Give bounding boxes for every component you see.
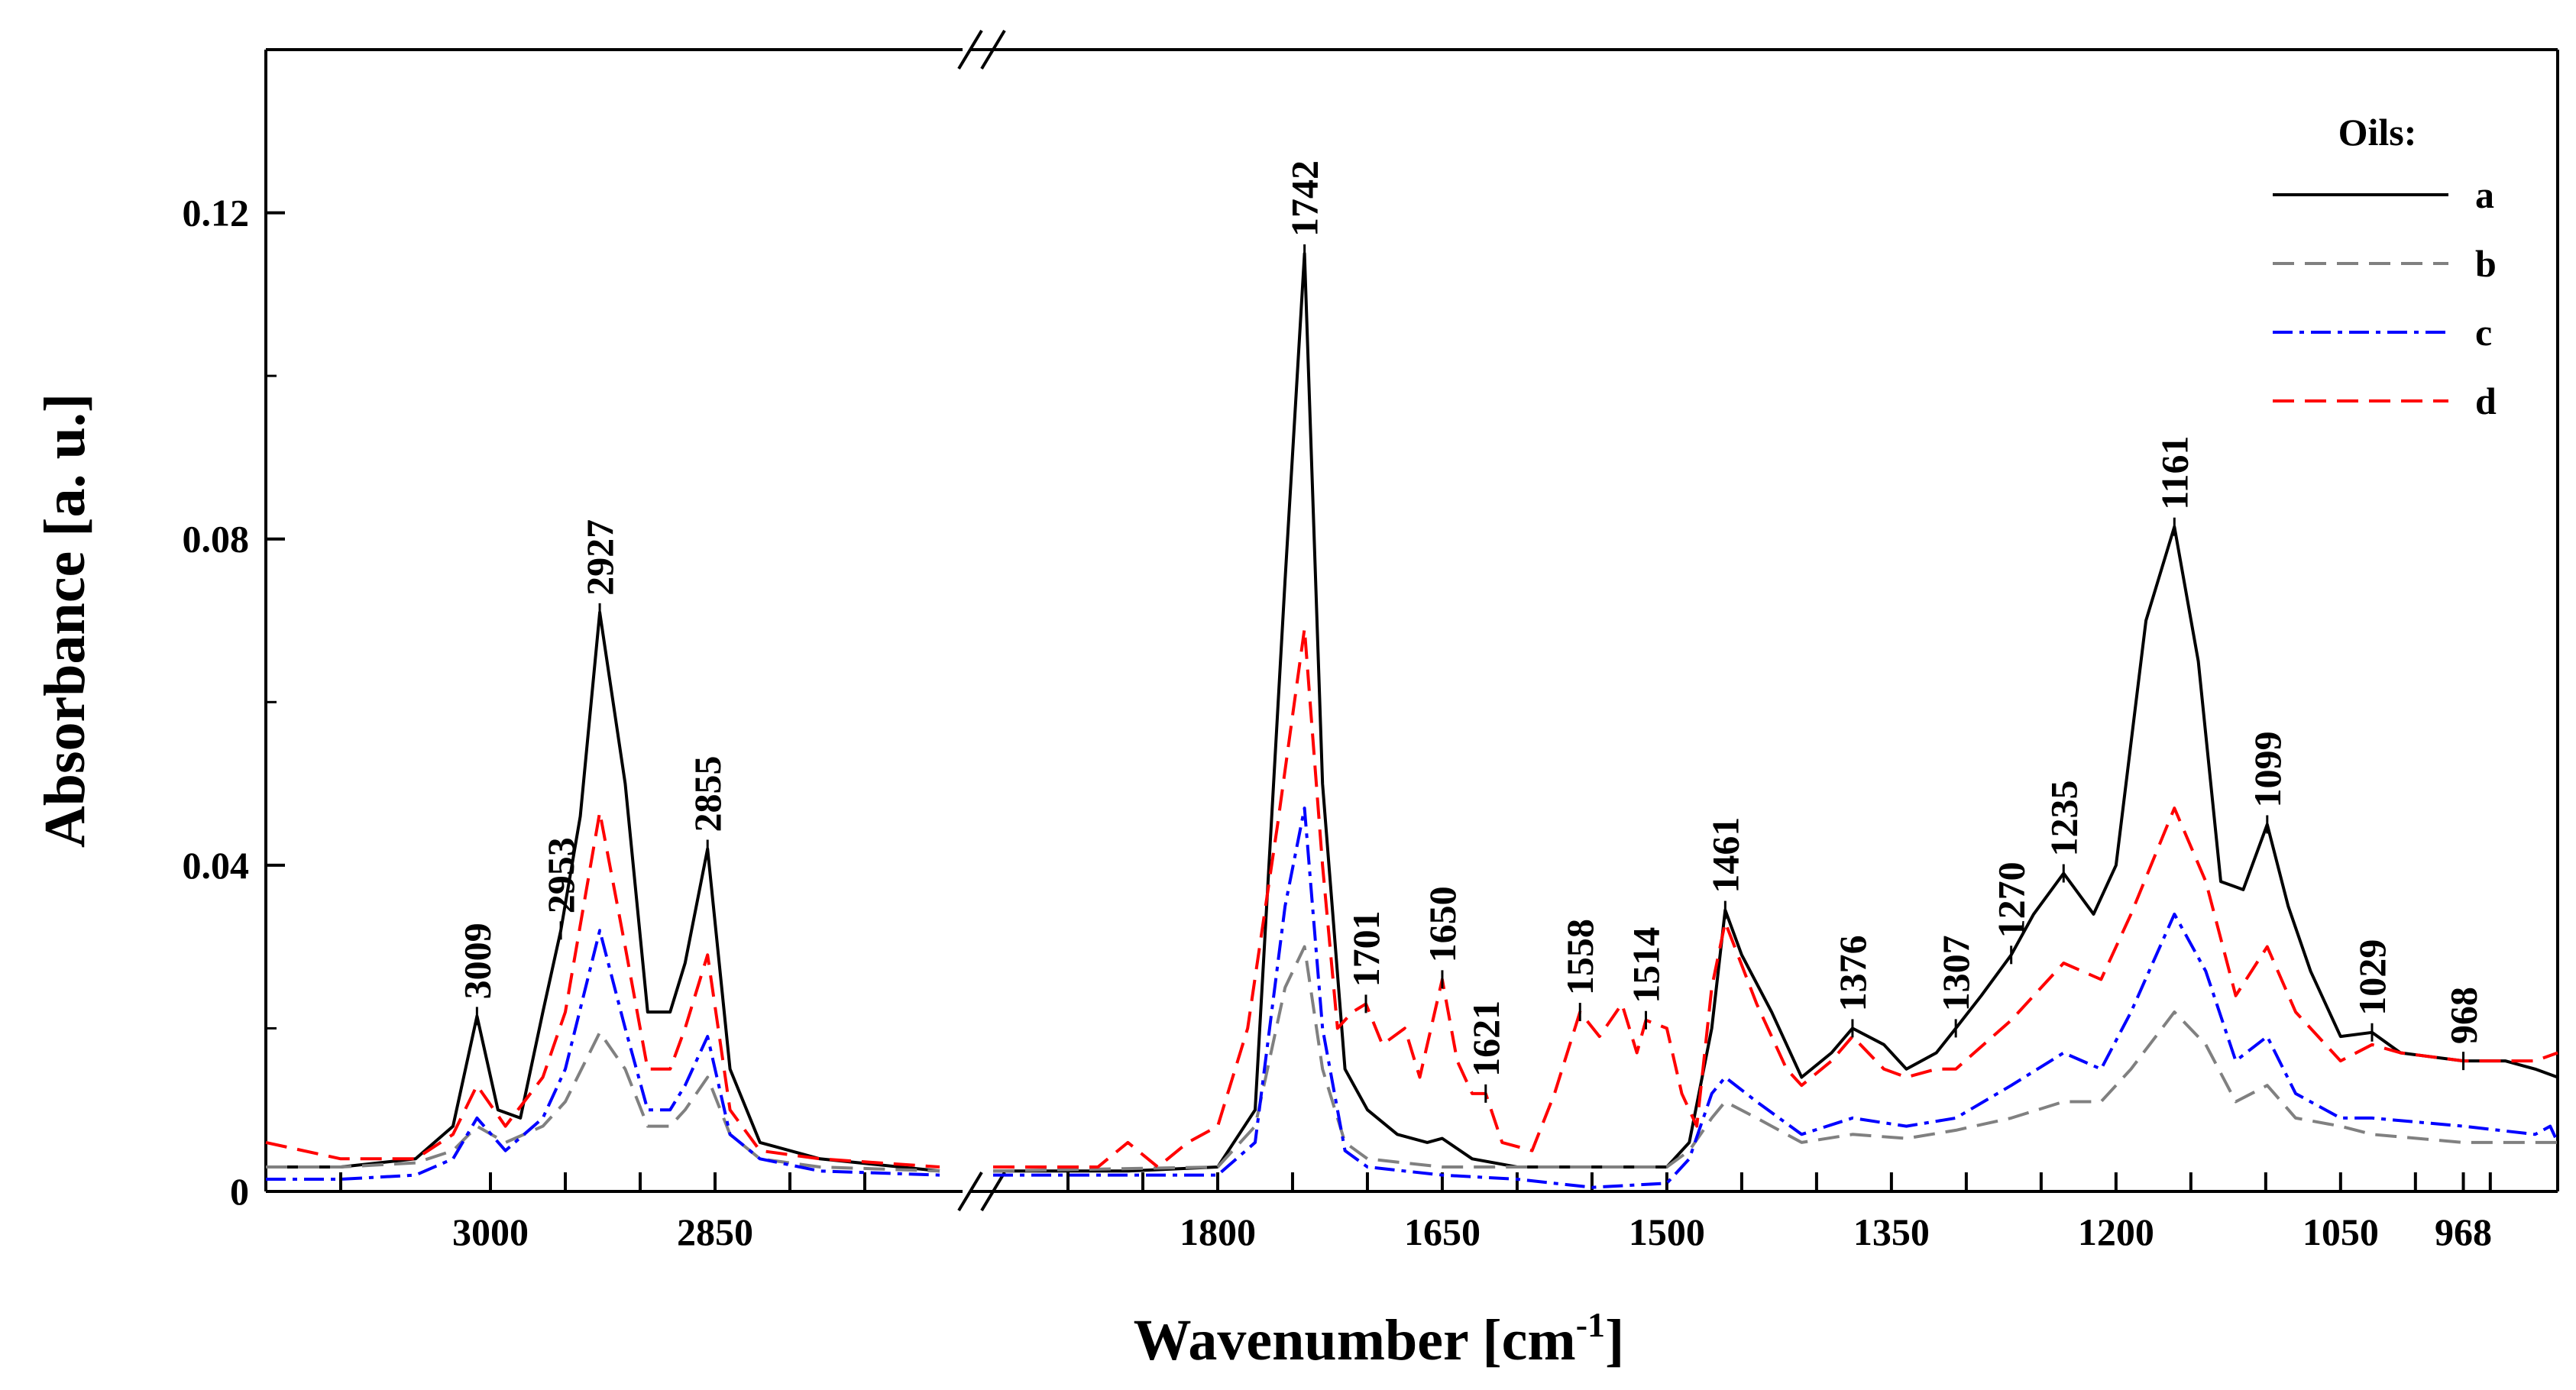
peak-label: 1099 xyxy=(2246,731,2289,807)
plot-area xyxy=(264,29,2559,1212)
peak-label: 1701 xyxy=(1345,910,1387,987)
axis-break-mark xyxy=(957,29,983,70)
x-tick-label: 3000 xyxy=(452,1211,529,1253)
peak-label: 1650 xyxy=(1421,886,1464,962)
peak-label: 2927 xyxy=(578,519,621,596)
x-axis-title-main: Wavenumber [cm xyxy=(1134,1308,1576,1372)
legend-label-d: d xyxy=(2475,380,2497,422)
x-tick-label: 1200 xyxy=(2078,1211,2154,1253)
peak-label: 1742 xyxy=(1283,160,1326,237)
series-line-b xyxy=(266,945,2558,1173)
peak-label: 1270 xyxy=(1990,861,2033,938)
y-tick-label: 0.12 xyxy=(183,192,250,234)
x-axis-title-end: ] xyxy=(1605,1308,1624,1372)
axis-break-mark xyxy=(957,1171,983,1212)
x-axis-title: Wavenumber [cm-1] xyxy=(1134,1305,1625,1372)
peak-label: 2855 xyxy=(686,756,729,832)
axis-break-mark xyxy=(980,1171,1006,1212)
y-tick-label: 0 xyxy=(230,1170,249,1213)
x-tick-label: 1800 xyxy=(1180,1211,1256,1253)
peak-label: 1307 xyxy=(1934,935,1977,1011)
axis-titles: Absorbance [a. u.] Wavenumber [cm-1] xyxy=(33,393,1624,1372)
peak-label: 1161 xyxy=(2153,435,2196,509)
peak-label: 3009 xyxy=(455,923,498,999)
axis-break-mark xyxy=(980,29,1006,70)
peak-label: 1235 xyxy=(2042,781,2085,857)
legend-label-b: b xyxy=(2475,242,2497,285)
legend-label-a: a xyxy=(2475,173,2494,216)
series-lines xyxy=(265,252,2559,1189)
peak-label: 1621 xyxy=(1464,1000,1507,1077)
peak-label: 1029 xyxy=(2351,939,2393,1016)
peak-label: 2953 xyxy=(539,837,582,913)
peak-label: 1376 xyxy=(1831,935,1874,1011)
x-tick-label: 2850 xyxy=(677,1211,753,1253)
peak-label: 968 xyxy=(2442,987,2485,1044)
series-line-c xyxy=(266,807,2559,1189)
legend-label-c: c xyxy=(2475,311,2492,354)
x-tick-label: 1050 xyxy=(2303,1211,2379,1253)
peak-label: 1514 xyxy=(1624,927,1667,1004)
x-tick-label: 1650 xyxy=(1404,1211,1481,1253)
y-axis-title: Absorbance [a. u.] xyxy=(33,393,97,848)
series-line-d xyxy=(265,627,2558,1169)
y-tick-label: 0.08 xyxy=(183,518,250,561)
peak-label: 1558 xyxy=(1558,919,1601,995)
y-tick-label: 0.04 xyxy=(183,844,250,887)
x-tick-label: 968 xyxy=(2435,1211,2492,1253)
x-tick-label: 1500 xyxy=(1629,1211,1705,1253)
x-tick-label: 1350 xyxy=(1853,1211,1930,1253)
series-line-a xyxy=(266,252,2558,1173)
peak-label: 1461 xyxy=(1704,817,1746,894)
x-axis-title-superscript: -1 xyxy=(1576,1305,1605,1344)
axis-ticks: 0 0.04 0.08 0.12 3000 2850 1800 1650 1500 1350 120… xyxy=(183,192,2493,1253)
legend-title: Oils: xyxy=(2338,111,2417,154)
